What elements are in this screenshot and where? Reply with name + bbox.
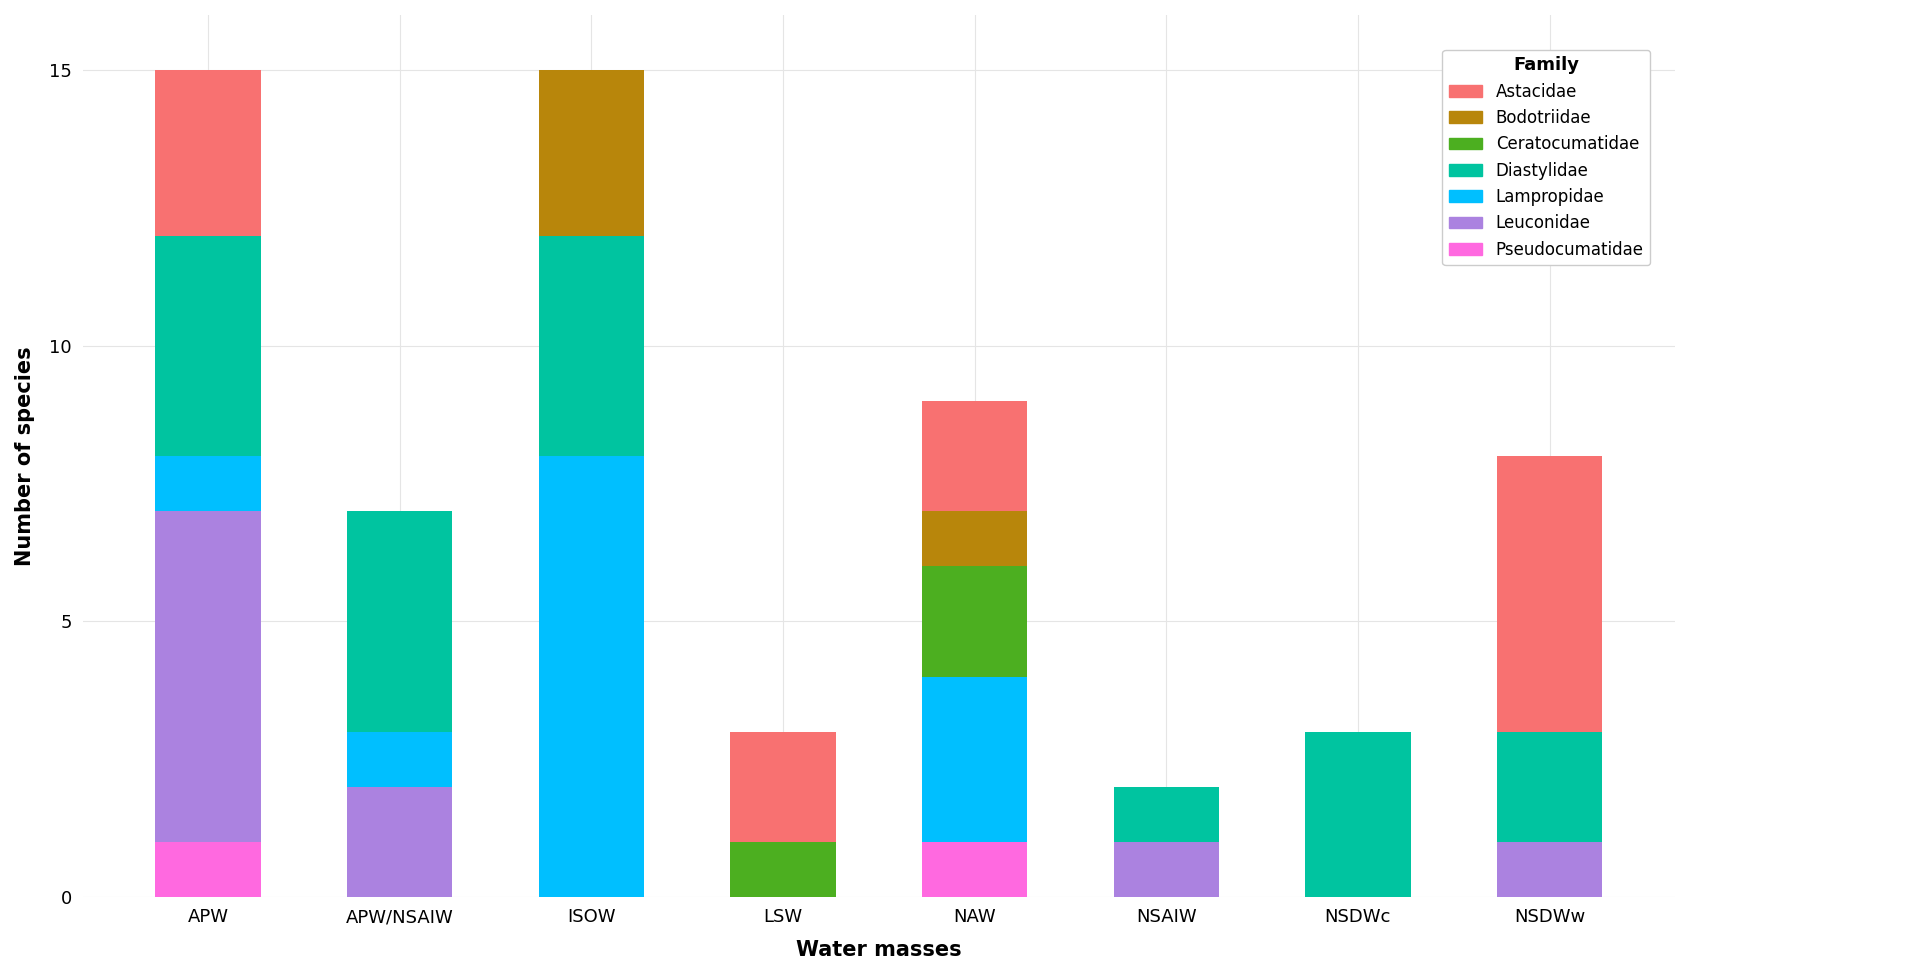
Bar	[922, 677, 1027, 841]
Bar	[922, 566, 1027, 677]
Bar	[922, 511, 1027, 566]
Bar	[1114, 841, 1219, 897]
Bar	[1498, 456, 1603, 731]
Bar	[156, 236, 261, 456]
Bar	[1114, 787, 1219, 841]
X-axis label: Water masses: Water masses	[797, 940, 962, 960]
Bar	[538, 236, 643, 456]
Bar	[922, 841, 1027, 897]
Y-axis label: Number of species: Number of species	[15, 346, 35, 566]
Bar	[156, 841, 261, 897]
Bar	[1306, 731, 1411, 897]
Bar	[538, 456, 643, 897]
Bar	[156, 456, 261, 511]
Bar	[730, 731, 835, 841]
Bar	[348, 731, 453, 787]
Bar	[730, 841, 835, 897]
Bar	[1498, 731, 1603, 841]
Bar	[538, 70, 643, 236]
Bar	[348, 787, 453, 897]
Legend: Astacidae, Bodotriidae, Ceratocumatidae, Diastylidae, Lampropidae, Leuconidae, P: Astacidae, Bodotriidae, Ceratocumatidae,…	[1442, 50, 1651, 265]
Bar	[156, 511, 261, 841]
Bar	[922, 401, 1027, 511]
Bar	[1498, 841, 1603, 897]
Bar	[156, 70, 261, 236]
Bar	[348, 511, 453, 731]
